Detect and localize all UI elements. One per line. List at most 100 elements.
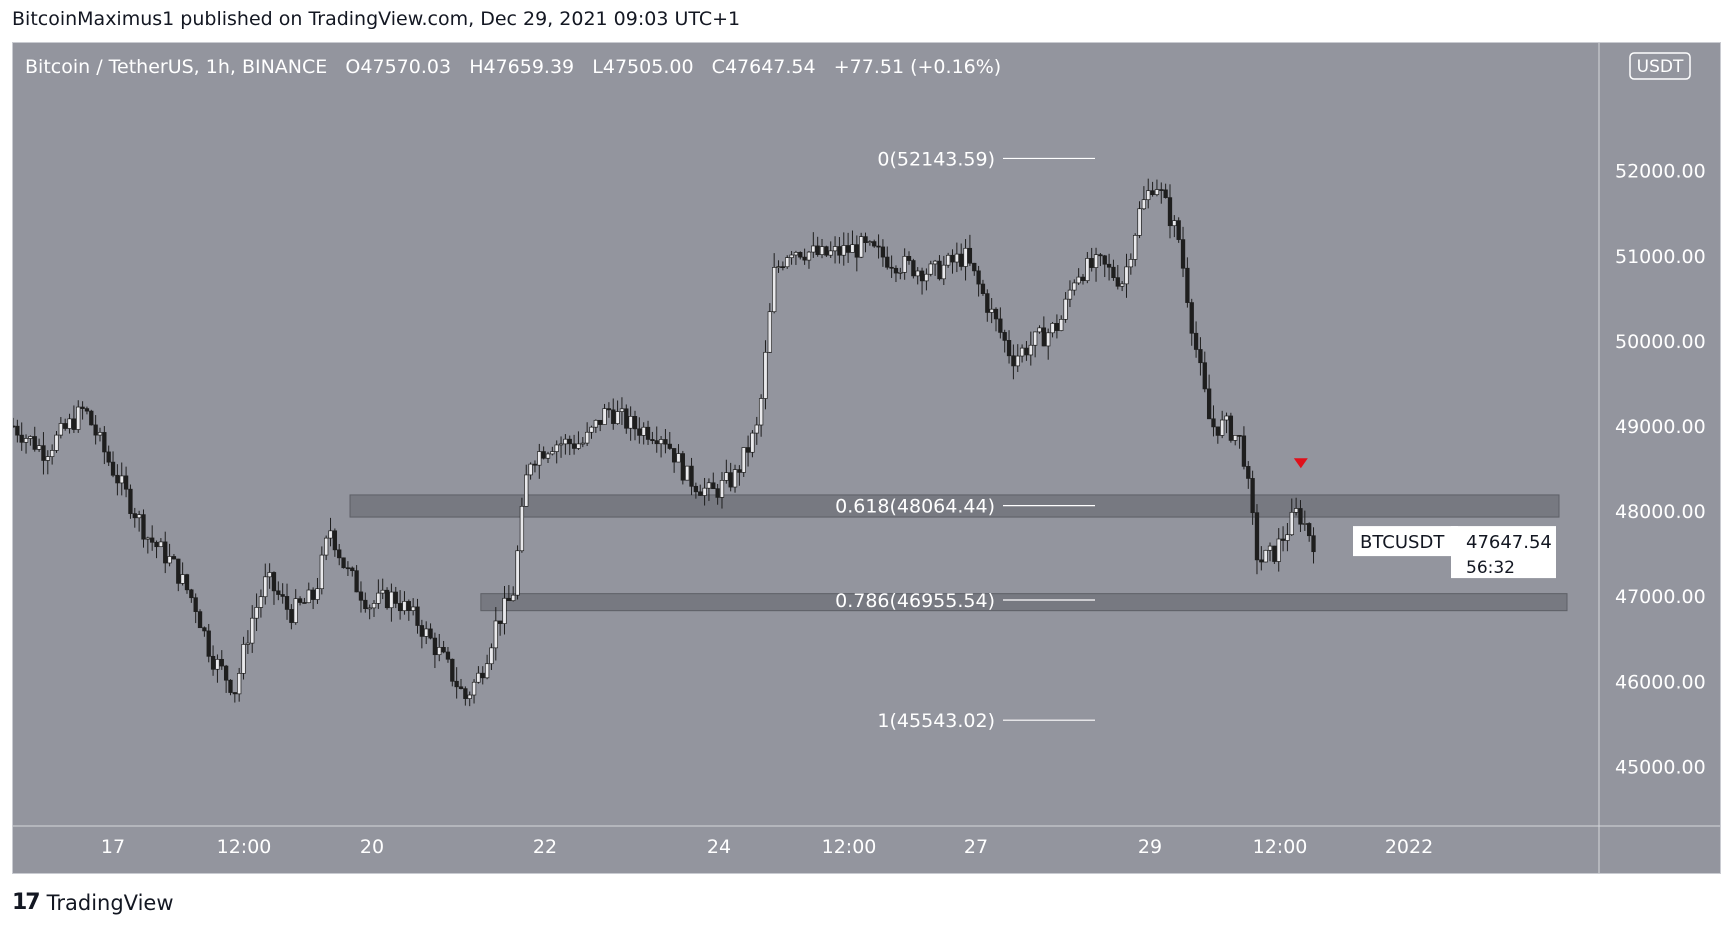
candle-body bbox=[558, 443, 564, 446]
tradingview-logo-text[interactable]: TradingView bbox=[46, 890, 174, 915]
candle-body bbox=[959, 253, 964, 267]
time-axis-tick-label: 12:00 bbox=[1253, 836, 1308, 858]
candle-body bbox=[967, 247, 973, 264]
candle-body bbox=[632, 416, 638, 430]
time-axis-tick-label: 29 bbox=[1138, 836, 1162, 858]
candle-body bbox=[859, 236, 864, 258]
candle-body bbox=[498, 620, 503, 624]
candle-body bbox=[619, 408, 625, 412]
candle-body bbox=[1193, 332, 1199, 350]
candle-body bbox=[297, 598, 303, 603]
candle-body bbox=[946, 254, 951, 266]
candle-body bbox=[102, 432, 107, 453]
price-axis-tick-label: 45000.00 bbox=[1615, 756, 1706, 778]
candle-body bbox=[437, 647, 442, 656]
candle-body bbox=[1233, 435, 1238, 441]
candle-body bbox=[576, 443, 581, 449]
candle-body bbox=[193, 597, 198, 612]
candle-body bbox=[667, 443, 672, 449]
candle-body bbox=[980, 283, 986, 294]
candle-body bbox=[358, 591, 364, 601]
candle-body bbox=[241, 644, 246, 674]
candle-body bbox=[1285, 534, 1290, 541]
candle-body bbox=[954, 253, 960, 263]
candle-body bbox=[432, 637, 438, 656]
candle-body bbox=[893, 267, 899, 274]
candle-body bbox=[815, 245, 820, 255]
candle-body bbox=[237, 673, 242, 695]
candle-body bbox=[511, 594, 516, 602]
candle-body bbox=[1006, 340, 1012, 357]
chart-frame[interactable]: 0(52143.59) 0.618(48064.44) 0.786(46955.54… bbox=[12, 42, 1721, 874]
candle-body bbox=[1115, 277, 1120, 287]
candle-body bbox=[1206, 388, 1212, 420]
candle-body bbox=[1015, 355, 1020, 367]
time-axis-tick-label: 24 bbox=[707, 836, 731, 858]
bar-countdown-label: 56:32 bbox=[1466, 558, 1515, 578]
candle-body bbox=[537, 451, 542, 466]
candle-body bbox=[563, 438, 568, 445]
candle-body bbox=[115, 474, 120, 484]
candle-body bbox=[424, 628, 429, 637]
candle-body bbox=[228, 679, 233, 693]
candle-body bbox=[502, 597, 507, 624]
candle-body bbox=[89, 410, 94, 426]
candle-body bbox=[745, 447, 751, 453]
candle-body bbox=[110, 461, 116, 476]
candle-body bbox=[1046, 332, 1051, 347]
candle-body bbox=[319, 554, 324, 590]
candle-body bbox=[571, 443, 577, 449]
candle-body bbox=[785, 257, 790, 268]
candle-body bbox=[32, 436, 37, 450]
tradingview-logo-icon[interactable]: 17 bbox=[12, 890, 41, 915]
candle-body bbox=[332, 530, 338, 551]
candle-body bbox=[97, 432, 103, 436]
candle-body bbox=[1237, 435, 1242, 437]
candle-body bbox=[845, 245, 851, 253]
candle-body bbox=[802, 256, 807, 261]
candle-body bbox=[728, 472, 733, 488]
candle-body bbox=[41, 445, 46, 461]
candle-body bbox=[1106, 263, 1112, 268]
symbol-tag bbox=[1353, 526, 1458, 557]
candle-body bbox=[28, 436, 33, 439]
candle-body bbox=[811, 245, 816, 253]
candle-body bbox=[132, 513, 137, 519]
candle-body bbox=[476, 672, 481, 683]
candle-body bbox=[315, 588, 320, 600]
candle-body bbox=[454, 680, 459, 688]
candle-body bbox=[419, 625, 425, 637]
candle-body bbox=[1176, 220, 1181, 240]
candle-body bbox=[1133, 235, 1138, 260]
candle-body bbox=[310, 589, 316, 600]
candle-body bbox=[985, 293, 990, 313]
candle-body bbox=[376, 592, 381, 604]
price-axis-tick-label: 46000.00 bbox=[1615, 671, 1706, 693]
candle-body bbox=[202, 627, 207, 632]
candle-body bbox=[158, 541, 164, 548]
candle-body bbox=[23, 438, 29, 443]
time-axis-tick-label: 12:00 bbox=[822, 836, 877, 858]
candle-body bbox=[598, 419, 603, 425]
price-chart[interactable]: 0(52143.59) 0.618(48064.44) 0.786(46955.54… bbox=[13, 43, 1720, 873]
candle-body bbox=[615, 411, 620, 424]
candle-body bbox=[415, 606, 420, 626]
candle-body bbox=[689, 465, 694, 487]
candle-body bbox=[806, 251, 812, 261]
candle-body bbox=[685, 465, 690, 481]
candle-body bbox=[384, 589, 390, 609]
candle-body bbox=[1137, 208, 1142, 236]
low-value: 47505.00 bbox=[602, 56, 694, 78]
close-value: 47647.54 bbox=[724, 56, 816, 78]
candle-body bbox=[215, 658, 220, 670]
symbol-label[interactable]: Bitcoin / TetherUS, 1h, BINANCE bbox=[25, 56, 328, 78]
candle-body bbox=[937, 260, 942, 280]
candle-body bbox=[284, 596, 290, 610]
time-axis-tick-label: 20 bbox=[360, 836, 384, 858]
candle-body bbox=[280, 594, 285, 597]
publisher-line: BitcoinMaximus1 published on TradingView… bbox=[12, 8, 741, 30]
candle-body bbox=[724, 472, 729, 481]
candle-body bbox=[767, 311, 772, 353]
candle-body bbox=[367, 607, 372, 610]
fib-level-label: 0.618(48064.44) bbox=[835, 496, 995, 518]
